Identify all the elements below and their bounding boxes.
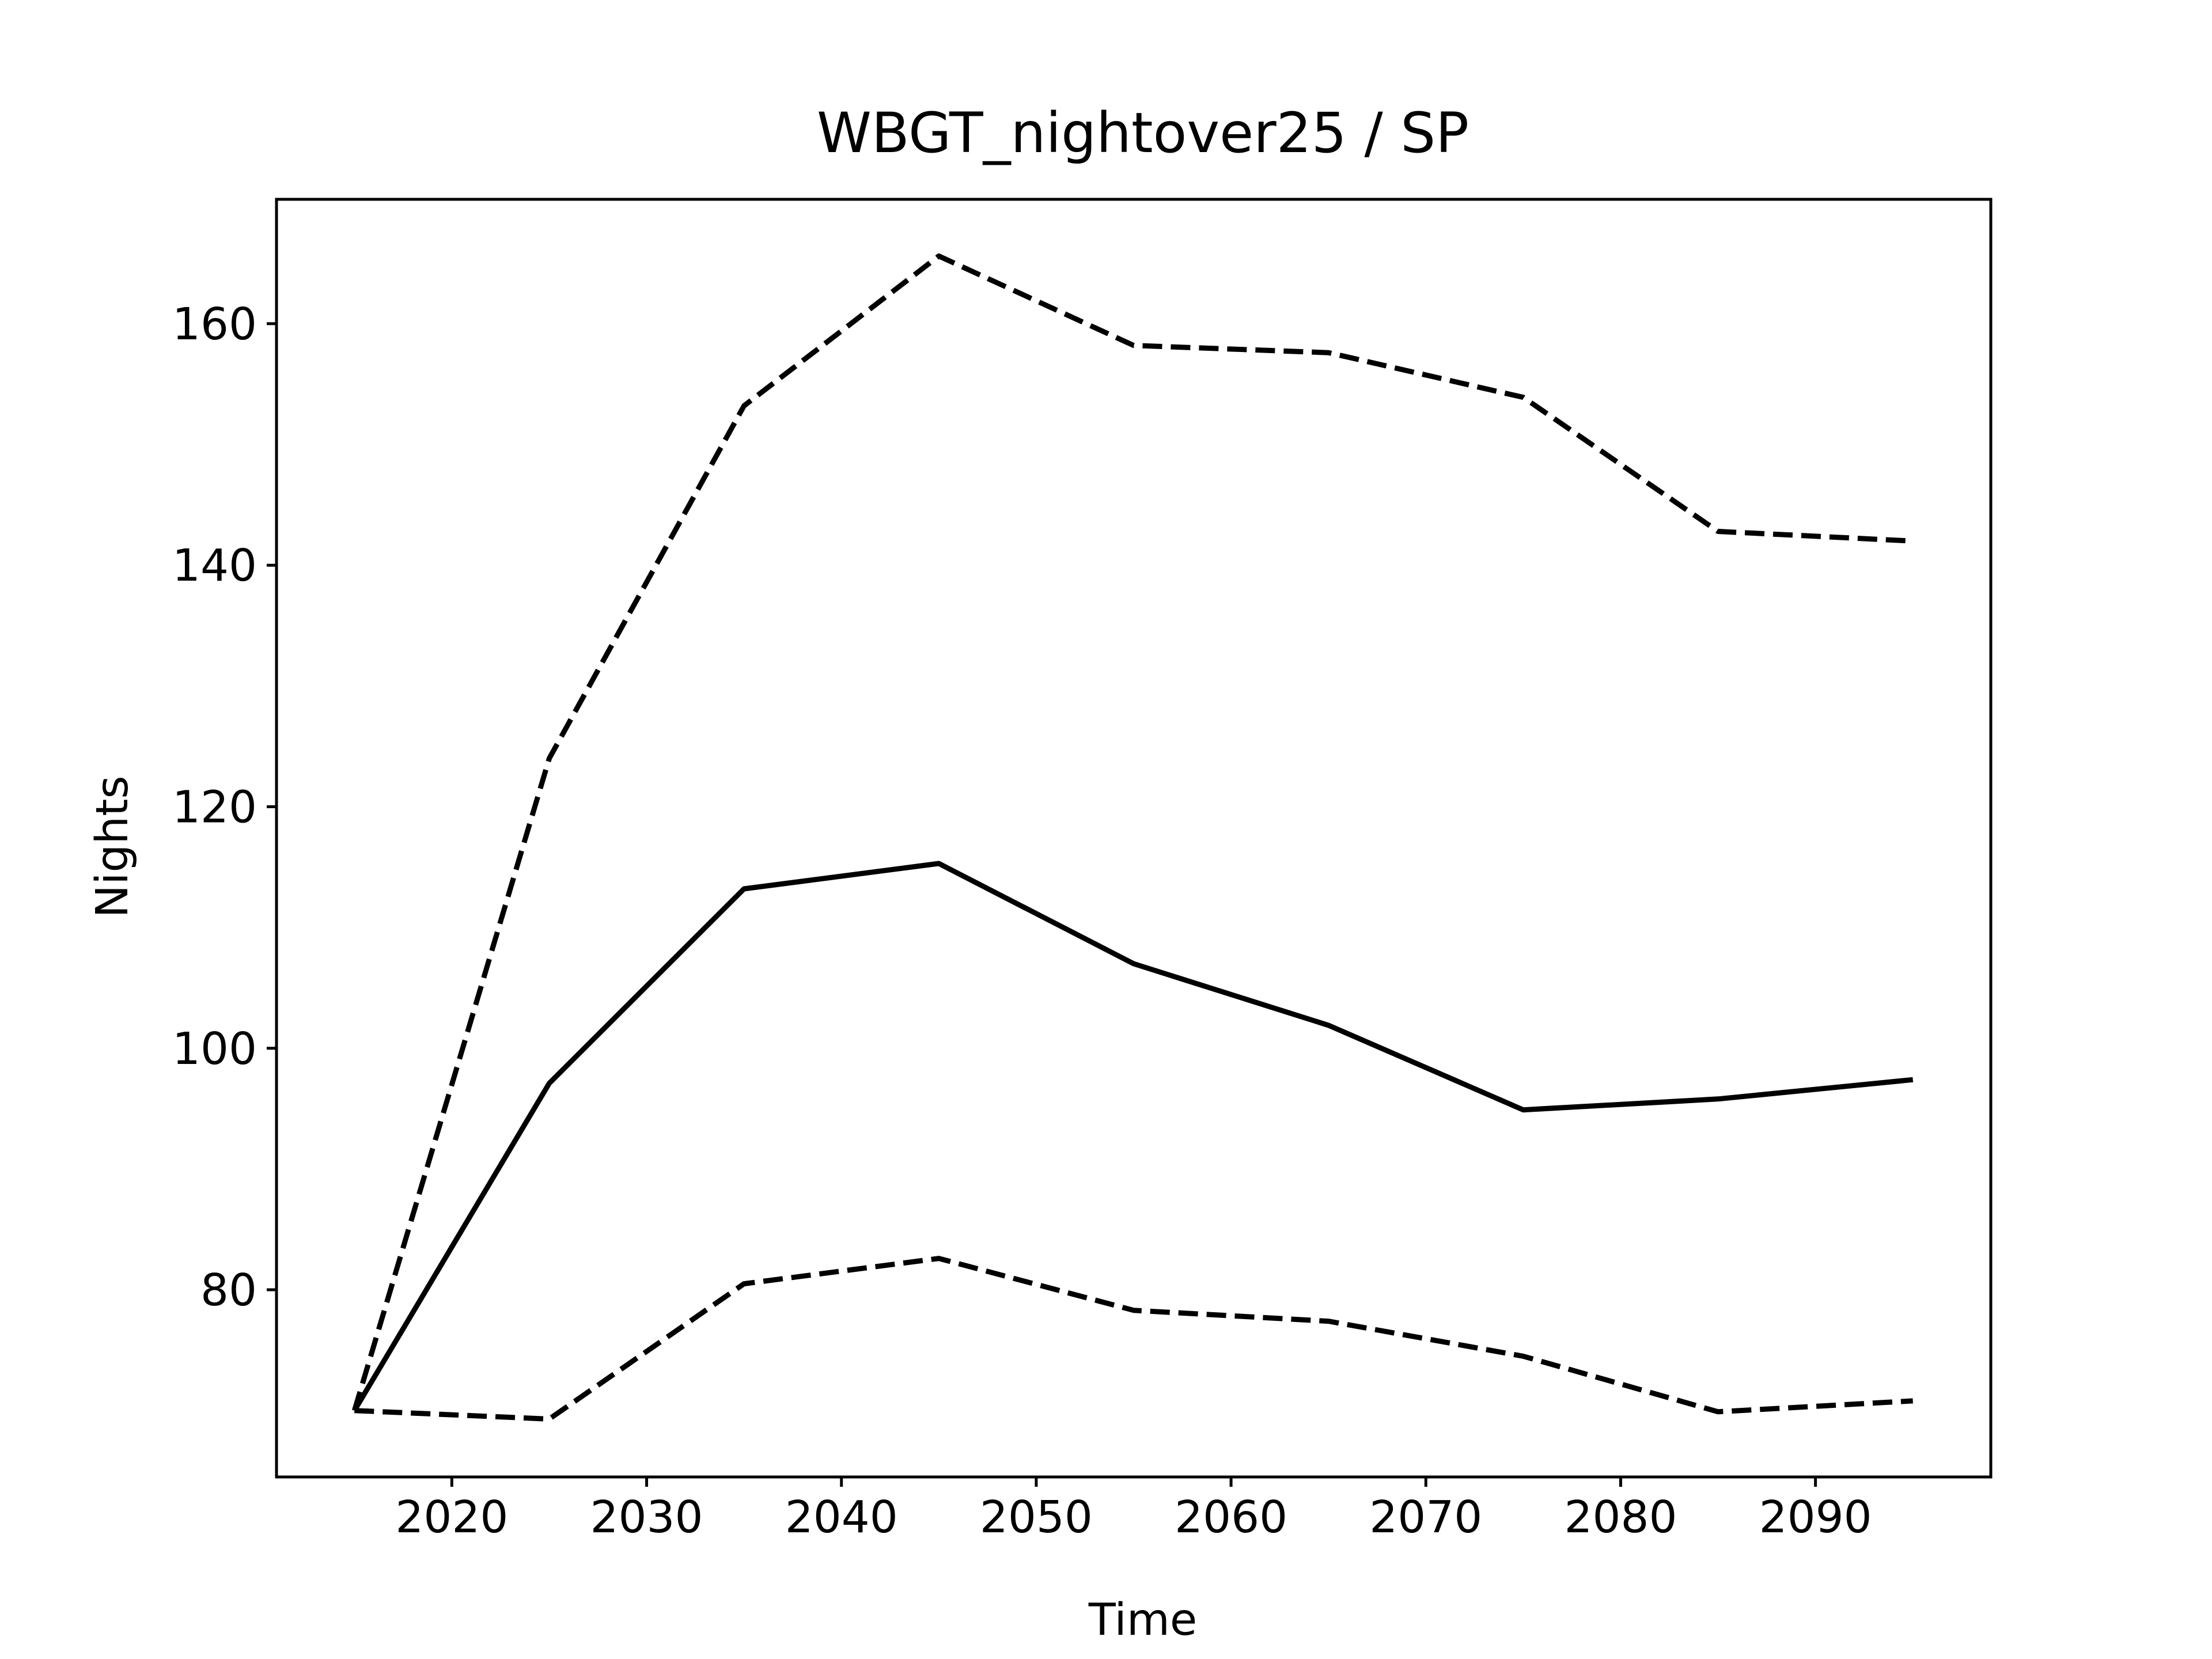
y-tick-label: 160 bbox=[172, 299, 257, 350]
x-tick-label: 2050 bbox=[980, 1492, 1093, 1543]
x-tick-label: 2040 bbox=[785, 1492, 898, 1543]
x-tick-label: 2060 bbox=[1175, 1492, 1287, 1543]
series-layer bbox=[351, 253, 1914, 1422]
series-line-3 bbox=[354, 1256, 1913, 1422]
y-axis-label: Nights bbox=[87, 776, 138, 918]
y-tick-label: 80 bbox=[200, 1265, 257, 1316]
y-tick-label: 100 bbox=[172, 1024, 257, 1075]
x-tick-label: 2080 bbox=[1564, 1492, 1677, 1543]
series-line-2 bbox=[352, 861, 1914, 1412]
x-tick-label: 2020 bbox=[395, 1492, 508, 1543]
y-tick-label: 120 bbox=[172, 782, 257, 833]
x-tick-label: 2090 bbox=[1759, 1492, 1872, 1543]
plot-area-frame bbox=[275, 198, 1993, 1479]
x-tick-label: 2070 bbox=[1369, 1492, 1482, 1543]
x-tick-label: 2030 bbox=[590, 1492, 703, 1543]
chart-title: WBGT_nightover25 / SP bbox=[817, 101, 1469, 165]
series-line-1 bbox=[351, 253, 1913, 1411]
ticks-layer: 2020 2030 2040 2050 2060 2070 2080 2090 80 100 120… bbox=[172, 299, 1872, 1543]
y-tick-label: 140 bbox=[172, 540, 257, 592]
x-axis-label: Time bbox=[1088, 1594, 1197, 1646]
